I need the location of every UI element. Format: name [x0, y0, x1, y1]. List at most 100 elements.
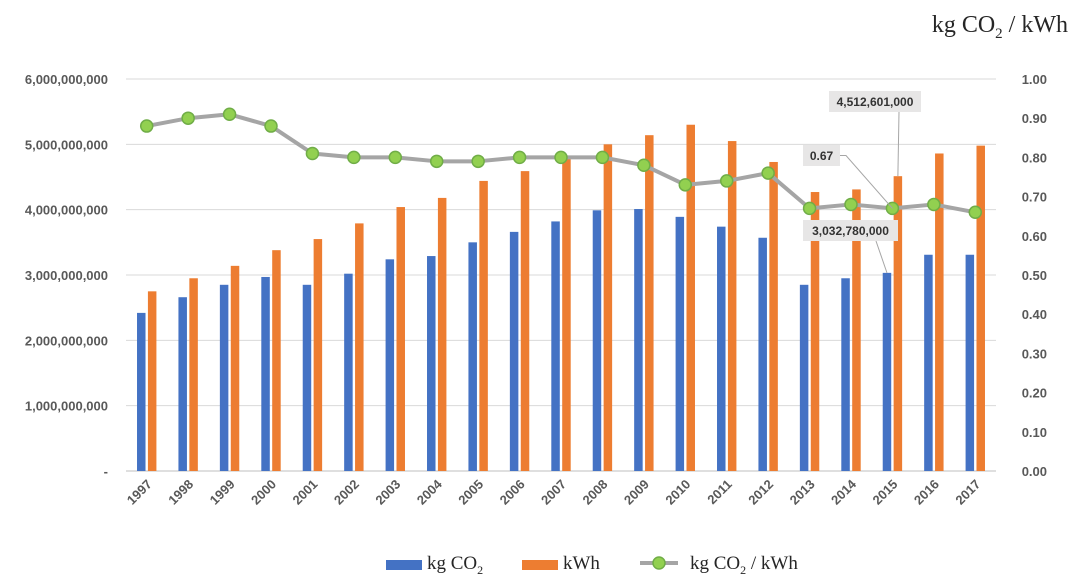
ratio-marker — [554, 150, 568, 165]
x-tick-label: 2009 — [621, 477, 652, 508]
bar-kg-co2 — [551, 221, 560, 471]
bar-kg-co2 — [592, 210, 602, 471]
bar-kg-co2 — [758, 237, 767, 471]
bar-kg-co2 — [924, 254, 933, 471]
bar-kwh — [727, 141, 737, 472]
right-tick-label: 0.00 — [1022, 464, 1047, 479]
bar-kg-co2 — [261, 276, 270, 471]
bars — [137, 124, 985, 472]
bar-kg-co2 — [385, 259, 395, 471]
left-tick-label: 5,000,000,000 — [25, 137, 108, 152]
left-tick-label: - — [104, 464, 108, 479]
right-axis-title-tail: / kWh — [1003, 12, 1068, 38]
x-tick-label: 1999 — [207, 477, 238, 508]
bar-kwh — [396, 207, 405, 471]
x-tick-label: 2013 — [787, 477, 818, 508]
ratio-marker — [222, 107, 237, 122]
legend-label-ratio-sub: 2 — [740, 563, 746, 577]
ratio-line — [139, 107, 983, 220]
bar-kwh — [852, 189, 861, 471]
ratio-marker — [678, 178, 693, 192]
x-tick-label: 2017 — [952, 477, 983, 508]
x-tick-label: 1998 — [165, 477, 196, 508]
bar-kwh — [230, 265, 240, 471]
x-tick-label: 2010 — [662, 477, 693, 508]
bar-kg-co2 — [965, 254, 975, 471]
x-tick-label: 2016 — [911, 477, 942, 508]
ratio-marker — [471, 154, 485, 169]
callout-leader — [875, 240, 888, 274]
bar-kwh — [976, 145, 985, 471]
legend-label-ratio-tail: / kWh — [746, 553, 798, 574]
legend-label-ratio-main: kg CO — [690, 553, 740, 574]
ratio-marker — [802, 201, 817, 216]
ratio-marker — [429, 154, 444, 169]
right-tick-label: 0.30 — [1022, 346, 1047, 361]
bar-kwh — [355, 223, 364, 471]
right-tick-label: 0.40 — [1022, 307, 1047, 322]
x-tick-label: 2007 — [538, 477, 569, 508]
right-axis-title-main: kg CO — [932, 12, 995, 38]
ratio-marker — [388, 150, 403, 165]
bar-kg-co2 — [509, 231, 519, 471]
bar-kwh — [313, 239, 323, 471]
legend-item-ratio: kg CO2 / kWh — [640, 553, 798, 577]
legend-swatch-co2 — [386, 560, 422, 570]
x-tick-label: 2006 — [497, 477, 528, 508]
ratio-marker — [719, 174, 734, 188]
legend-label-co2-sub: 2 — [477, 563, 483, 577]
bar-kg-co2 — [799, 284, 809, 471]
callout-box — [829, 91, 921, 112]
bar-kg-co2 — [468, 242, 477, 471]
x-tick-label: 2001 — [289, 477, 320, 508]
callouts: 4,512,601,000 0.67 3,032,780,000 — [803, 91, 921, 274]
ratio-marker — [761, 166, 775, 180]
bar-kwh — [189, 278, 198, 471]
x-tick-label: 2011 — [704, 477, 735, 508]
bar-kg-co2 — [137, 312, 146, 471]
ratio-marker — [512, 150, 527, 165]
bar-kwh — [893, 176, 903, 471]
callout-label: 0.67 — [810, 149, 834, 163]
bar-kg-co2 — [344, 273, 353, 471]
right-tick-label: 0.80 — [1022, 150, 1047, 165]
right-axis-ticks: 0.00 0.10 0.20 0.30 0.40 0.50 0.60 0.70 0.80 0.90… — [1022, 72, 1047, 479]
x-tick-label: 2015 — [869, 477, 900, 508]
legend-item-kwh: kWh — [522, 553, 600, 574]
ratio-marker — [968, 205, 983, 220]
bar-kg-co2 — [178, 297, 187, 471]
legend-swatch-ratio-marker — [652, 556, 666, 570]
legend-item-co2: kg CO2 — [386, 553, 483, 577]
x-tick-label: 2000 — [248, 477, 279, 508]
x-tick-label: 2008 — [579, 477, 610, 508]
bar-kwh — [147, 291, 157, 471]
ratio-marker — [264, 119, 278, 133]
left-tick-label: 2,000,000,000 — [25, 333, 108, 348]
callout-label: 4,512,601,000 — [837, 95, 914, 109]
right-tick-label: 0.20 — [1022, 386, 1047, 401]
bar-kwh — [437, 197, 447, 471]
legend-label-co2-main: kg CO — [427, 553, 477, 574]
bar-kg-co2 — [302, 284, 312, 471]
legend-label-co2: kg CO2 — [427, 553, 483, 577]
right-tick-label: 0.60 — [1022, 229, 1047, 244]
legend: kg CO2 kWh kg CO2 / kWh — [386, 553, 798, 577]
ratio-marker — [305, 146, 320, 161]
x-tick-label: 1997 — [124, 477, 155, 508]
bar-kwh — [479, 180, 488, 472]
x-tick-label: 2012 — [745, 477, 776, 508]
left-tick-label: 6,000,000,000 — [25, 72, 108, 87]
bar-kwh — [686, 124, 695, 471]
right-tick-label: 1.00 — [1022, 72, 1047, 87]
ratio-marker — [347, 150, 361, 165]
callout-box — [803, 220, 898, 241]
ratio-marker — [181, 111, 195, 125]
right-axis-title: kg CO2 / kWh — [932, 12, 1068, 42]
x-tick-label: 2002 — [331, 477, 362, 508]
legend-label-ratio: kg CO2 / kWh — [690, 553, 798, 577]
x-tick-label: 2004 — [414, 476, 446, 508]
x-tick-label: 2005 — [455, 477, 486, 508]
left-tick-label: 4,000,000,000 — [25, 203, 108, 218]
ratio-marker — [637, 158, 651, 172]
bar-kg-co2 — [717, 226, 726, 471]
